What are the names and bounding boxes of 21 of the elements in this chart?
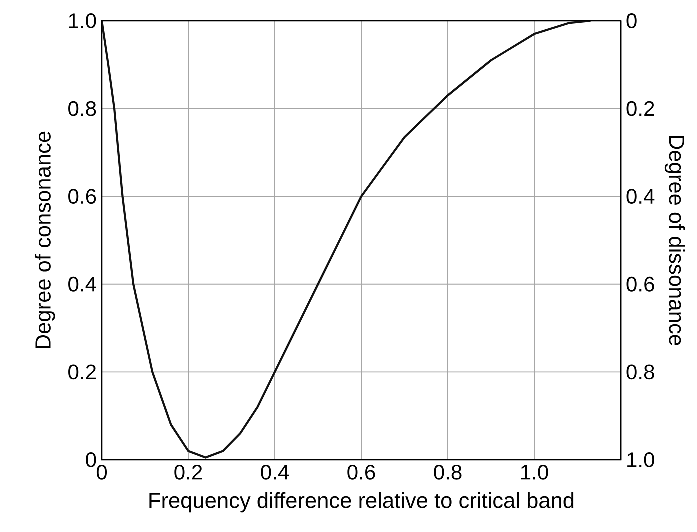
y2-tick-label: 0 [626, 14, 637, 28]
x-tick-label: 0.8 [434, 464, 462, 480]
x-tick-label: 1.0 [521, 464, 548, 480]
y2-tick-label: 0.2 [626, 101, 654, 116]
y-tick-label: 0 [86, 452, 96, 468]
x-tick-label: 0 [96, 464, 108, 480]
y-tick-label: 0.8 [68, 101, 96, 116]
y-tick-label: 0.2 [68, 364, 96, 380]
y-tick-label: 1.0 [69, 14, 96, 28]
y2-tick-label: 0.8 [626, 364, 654, 380]
x-tick-label: 0.4 [261, 464, 290, 480]
y-axis-title: Degree of consonance [34, 132, 56, 348]
y2-tick-label: 0.6 [626, 276, 654, 292]
y2-tick-label: 1.0 [628, 452, 654, 468]
y2-tick-label: 0.4 [626, 189, 655, 204]
y-tick-label: 0.4 [68, 276, 96, 292]
x-axis-title: Frequency difference relative to critical band [150, 492, 574, 513]
x-tick-label: 0.2 [174, 464, 202, 480]
y2-axis-title: Degree of dissonance [664, 136, 686, 346]
y-tick-label: 0.6 [68, 189, 96, 204]
x-tick-label: 0.6 [348, 464, 376, 480]
